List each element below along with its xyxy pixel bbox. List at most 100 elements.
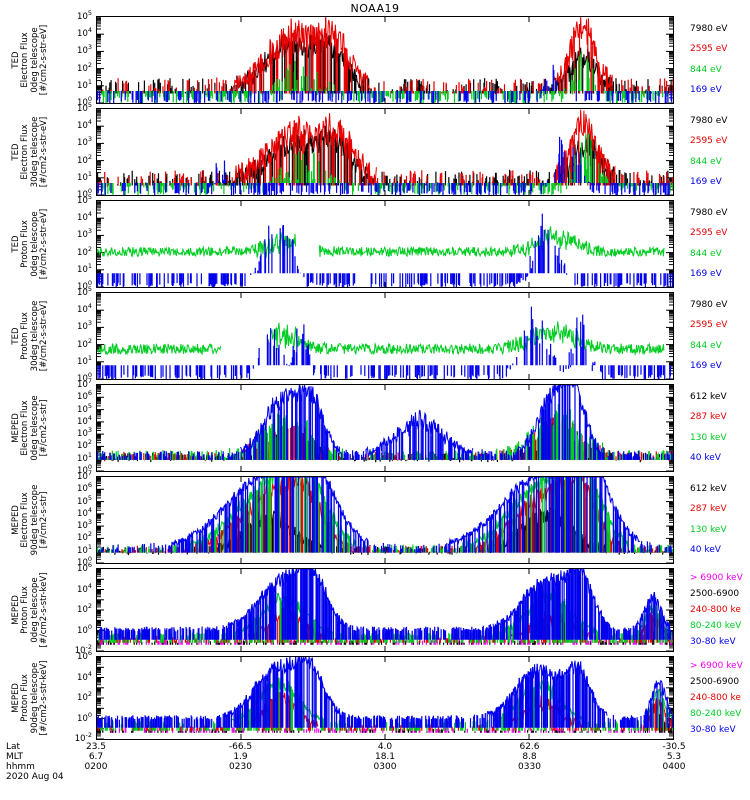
y-tick-exponent: -2: [85, 731, 92, 740]
legend-entry: 169 eV: [690, 269, 722, 280]
y-tick-label: 100: [77, 279, 92, 292]
y-tick-exponent: -2: [85, 643, 92, 652]
y-tick-exponent: 0: [87, 622, 92, 631]
legend-entry: > 6900 keV: [690, 572, 743, 583]
plot-panel-meped-electron-90deg: [96, 476, 674, 564]
legend-entry: 130 keV: [690, 432, 727, 443]
y-axis-label-line: [#/cm2-s-str-eV]: [38, 24, 49, 96]
y-tick-exponent: 0: [87, 95, 92, 104]
legend-entry: 169 eV: [690, 361, 722, 372]
legend-entry: 169 eV: [690, 177, 722, 188]
y-tick-mantissa: 10: [77, 392, 88, 403]
y-tick-exponent: 2: [87, 244, 92, 253]
legend-entry: 7980 eV: [690, 115, 728, 126]
y-tick-label: 104: [77, 211, 92, 223]
x-axis-tick-column: 4.0 18.1 0300: [350, 742, 420, 772]
y-tick-exponent: 3: [87, 319, 92, 328]
y-tick-mantissa: 10: [77, 374, 88, 384]
y-tick-exponent: 5: [87, 401, 92, 410]
y-axis-label-meped-electron-90deg: MEPED Electron Flux 90deg telescope [#/cm2-…: [11, 476, 49, 564]
legend-entry: 7980 eV: [690, 23, 728, 34]
y-tick-exponent: 2: [87, 336, 92, 345]
y-tick-mantissa: 10: [77, 155, 88, 166]
y-tick-exponent: 0: [87, 279, 92, 288]
y-tick-mantissa: 10: [77, 713, 88, 724]
legend-entry: 40 keV: [690, 453, 721, 464]
legend-entry: 240-800 ke: [690, 604, 741, 615]
y-tick-exponent: 4: [87, 669, 92, 678]
y-tick-exponent: 3: [87, 135, 92, 144]
legend-entry: 844 eV: [690, 340, 722, 351]
legend-entry: 80-240 keV: [690, 620, 742, 631]
legend-entry: 844 eV: [690, 156, 722, 167]
y-axis-ticks-ted-electron-30deg: 100 101 102 103 104 105: [52, 102, 92, 200]
legend-entry: 844 eV: [690, 248, 722, 259]
y-tick-mantissa: 10: [77, 305, 88, 316]
y-tick-label: 104: [77, 507, 92, 519]
legend-entry: 2595 eV: [690, 136, 728, 147]
y-tick-label: 101: [77, 261, 92, 275]
y-axis-ticks-ted-proton-30deg: 100 101 102 103 104 105: [52, 286, 92, 384]
y-axis-label-ted-electron-30deg: TED Electron Flux 30deg telescope [#/cm2-s-…: [11, 108, 49, 196]
y-tick-exponent: 3: [87, 426, 92, 435]
legend-entry: 30-80 keV: [690, 724, 736, 735]
y-tick-mantissa: 10: [77, 558, 88, 568]
y-tick-mantissa: 10: [77, 466, 88, 476]
y-tick-exponent: 3: [87, 227, 92, 236]
y-tick-mantissa: 10: [77, 605, 88, 615]
y-tick-exponent: 0: [87, 187, 92, 196]
y-tick-exponent: 5: [87, 9, 92, 18]
y-tick-exponent: 7: [87, 377, 92, 386]
y-tick-exponent: 1: [87, 261, 92, 270]
y-tick-mantissa: 10: [77, 484, 88, 495]
x-axis-hhmm-value: 0330: [518, 762, 541, 772]
y-tick-label: 101: [77, 171, 92, 183]
y-axis-label-ted-electron-0deg: TED Electron Flux 0deg telescope [#/cm2-s-s…: [11, 16, 49, 104]
y-tick-mantissa: 10: [77, 104, 88, 114]
y-tick-mantissa: 10: [77, 80, 88, 91]
legend-ted-proton-30deg: 7980 eV 2595 eV 844 eV 169 eV: [690, 292, 750, 380]
y-tick-exponent: 4: [87, 26, 92, 35]
y-tick-label: 101: [77, 77, 92, 91]
y-tick-label: 103: [77, 43, 92, 56]
y-tick-label: 103: [77, 227, 92, 240]
y-tick-mantissa: 10: [77, 404, 88, 415]
legend-ted-electron-0deg: 7980 eV 2595 eV 844 eV 169 eV: [690, 16, 750, 104]
y-axis-label-line: [#/cm2-s-str-eV]: [38, 300, 49, 372]
y-tick-exponent: 7: [87, 469, 92, 478]
y-axis-ticks-ted-electron-0deg: 100 101 102 103 104 105: [52, 10, 92, 108]
y-tick-exponent: 2: [87, 602, 92, 611]
y-tick-mantissa: 10: [77, 508, 88, 519]
y-tick-exponent: 3: [87, 518, 92, 527]
y-axis-ticks-meped-electron-0deg: 100 101 102 103 104 105 106 107: [52, 378, 92, 476]
y-tick-exponent: 1: [87, 77, 92, 86]
y-tick-exponent: 3: [87, 43, 92, 52]
legend-entry: 40 keV: [690, 545, 721, 556]
legend-entry: 287 keV: [690, 504, 727, 515]
y-tick-exponent: 5: [87, 493, 92, 502]
y-axis-label-meped-proton-90deg: MEPED Proton Flux 90deg telescope [#/cm2-s-…: [11, 656, 49, 740]
y-tick-mantissa: 10: [77, 247, 88, 258]
y-tick-label: 100: [77, 711, 92, 724]
y-tick-mantissa: 10: [77, 29, 88, 40]
y-tick-label: 104: [77, 119, 92, 131]
y-tick-exponent: 5: [87, 101, 92, 110]
y-tick-mantissa: 10: [77, 533, 88, 544]
plot-panel-meped-electron-0deg: [96, 384, 674, 472]
y-axis-label-meped-electron-0deg: MEPED Electron Flux 0deg telescope [#/cm2-s…: [11, 384, 49, 472]
y-tick-label: 102: [77, 439, 92, 451]
x-axis-block: Lat MLT hhmm 2020 Aug 04 23.5 6.7 0200 -66.5 1…: [0, 742, 750, 800]
y-tick-label: 102: [77, 602, 92, 615]
y-tick-exponent: 1: [87, 353, 92, 362]
y-tick-mantissa: 10: [77, 521, 88, 532]
y-tick-label: 105: [77, 194, 92, 206]
y-axis-label-ted-proton-30deg: TED Proton Flux 30deg telescope [#/cm2-s-st…: [11, 292, 49, 380]
legend-entry: 7980 eV: [690, 207, 728, 218]
y-tick-label: 105: [77, 9, 92, 22]
plot-panel-ted-proton-30deg: [96, 292, 674, 380]
legend-entry: 2595 eV: [690, 228, 728, 239]
legend-meped-proton-0deg: > 6900 keV 2500-6900 240-800 ke 80-240 keV 3…: [690, 568, 750, 652]
y-tick-label: 100: [77, 464, 92, 476]
y-tick-exponent: 0: [87, 371, 92, 380]
y-tick-exponent: 6: [87, 389, 92, 398]
